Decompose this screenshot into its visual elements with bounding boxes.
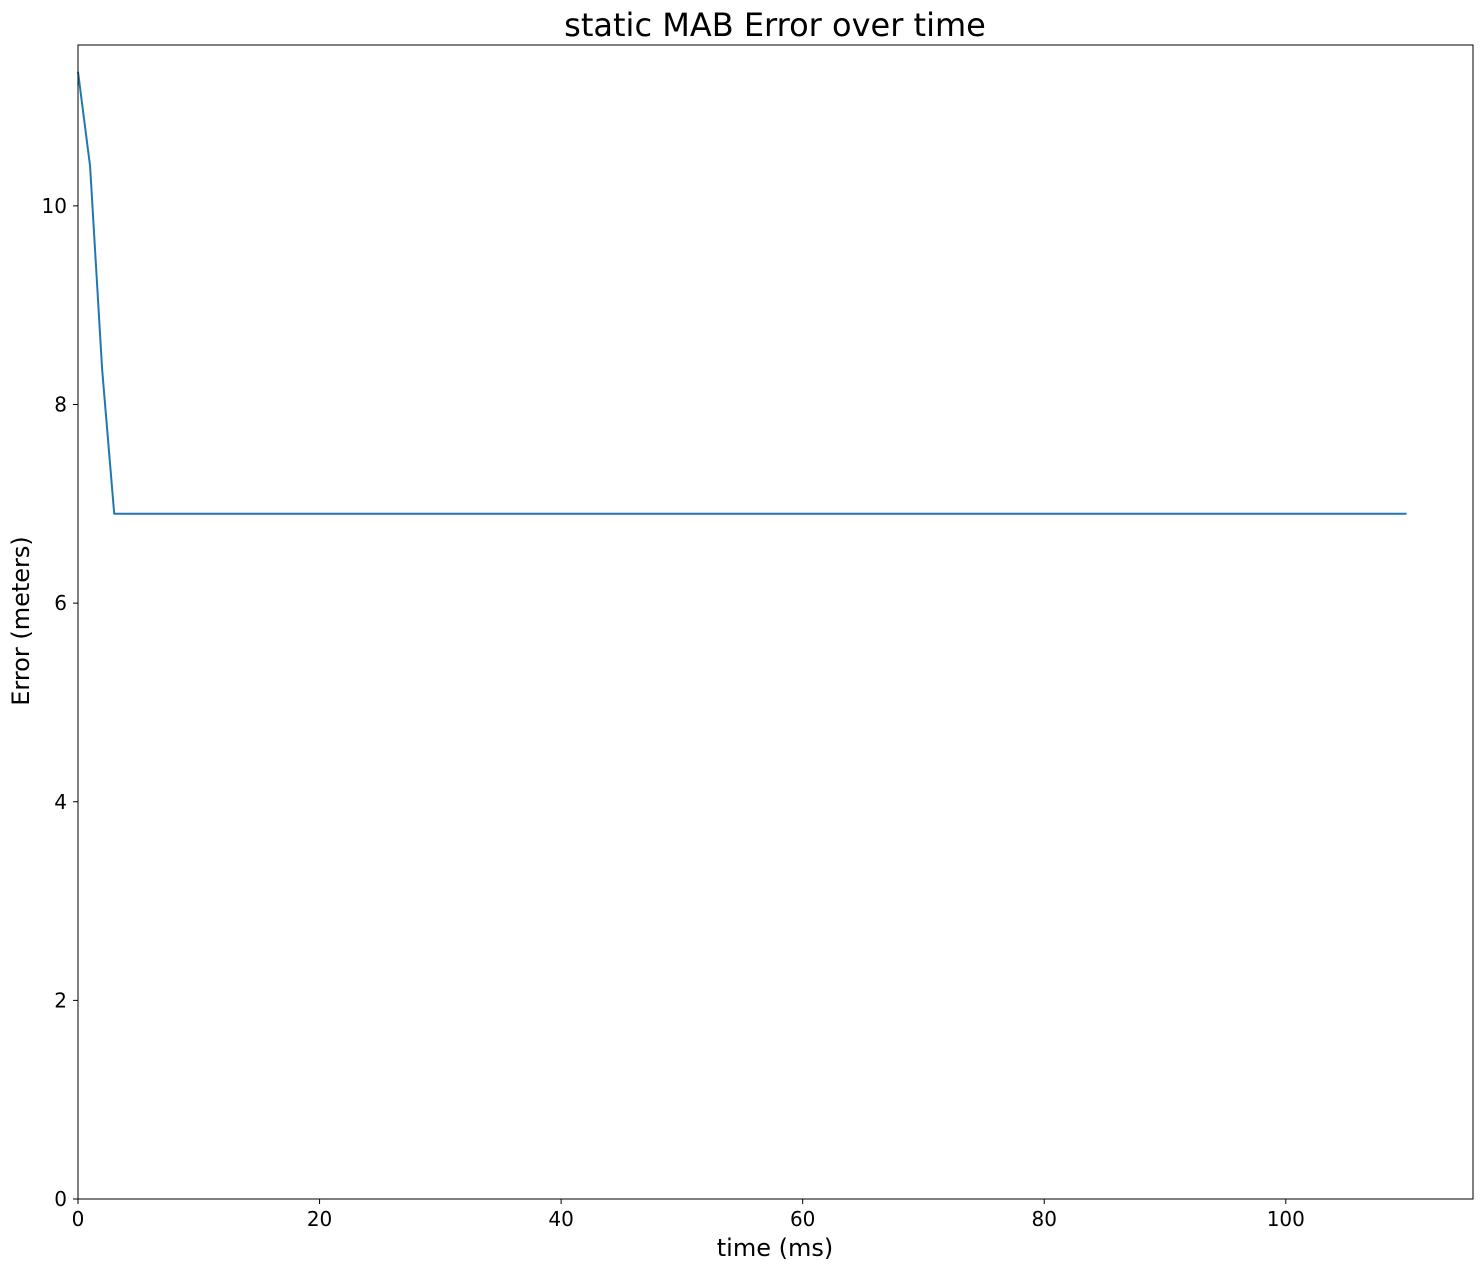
- x-tick-label-40: 40: [548, 1207, 573, 1231]
- y-tick-label-8: 8: [54, 393, 67, 417]
- chart-title: static MAB Error over time: [564, 6, 986, 44]
- x-tick-label-60: 60: [790, 1207, 815, 1231]
- x-tick-label-100: 100: [1267, 1207, 1305, 1231]
- plot-frame: [77, 44, 1474, 1200]
- x-tick-label-0: 0: [72, 1207, 85, 1231]
- y-tick-label-10: 10: [42, 194, 67, 218]
- plot-area: 0 20 40 60 80 100 0 2 4 6 8 10: [42, 44, 1474, 1231]
- series-line-0: [77, 71, 1407, 515]
- y-tick-label-2: 2: [54, 988, 67, 1012]
- y-tick-label-4: 4: [54, 790, 67, 814]
- x-axis-label: time (ms): [717, 1234, 833, 1262]
- y-tick-label-0: 0: [54, 1187, 67, 1211]
- x-tick-label-80: 80: [1032, 1207, 1057, 1231]
- x-tick-label-20: 20: [307, 1207, 332, 1231]
- y-axis-label: Error (meters): [7, 536, 35, 706]
- y-tick-label-6: 6: [54, 591, 67, 615]
